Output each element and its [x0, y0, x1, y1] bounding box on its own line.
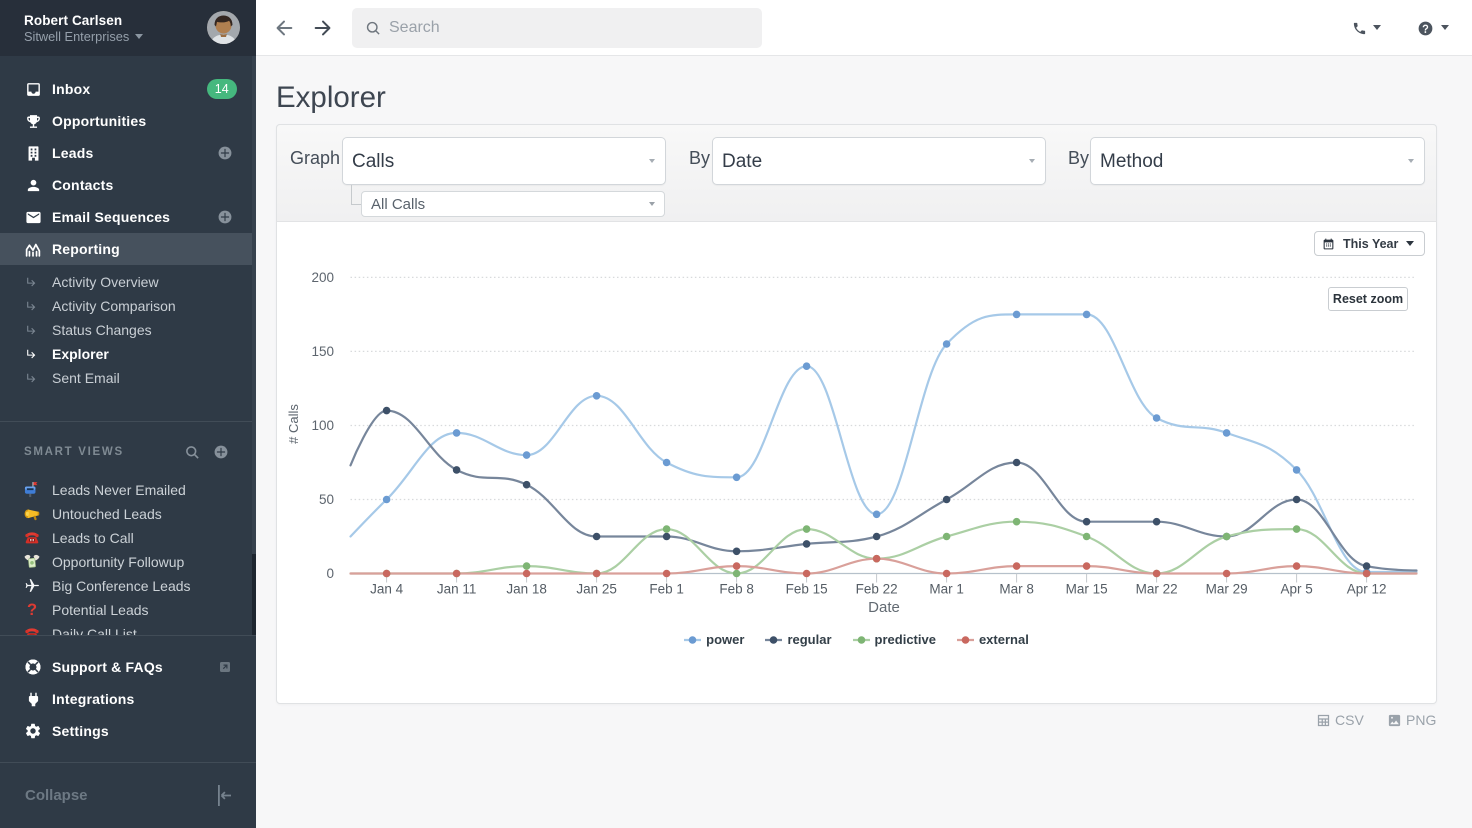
svg-text:Jan 18: Jan 18 [506, 582, 547, 597]
svg-text:50: 50 [319, 492, 334, 507]
svg-text:Apr 5: Apr 5 [1280, 582, 1312, 597]
svg-text:Mar 29: Mar 29 [1206, 582, 1248, 597]
svg-text:Mar 22: Mar 22 [1136, 582, 1178, 597]
svg-text:200: 200 [311, 270, 334, 285]
svg-text:100: 100 [311, 418, 334, 433]
svg-text:# Calls: # Calls [286, 404, 301, 444]
svg-text:Jan 4: Jan 4 [370, 582, 404, 597]
svg-text:0: 0 [326, 566, 334, 581]
svg-text:Jan 11: Jan 11 [437, 582, 477, 597]
svg-text:Mar 1: Mar 1 [929, 582, 964, 597]
svg-text:Feb 1: Feb 1 [649, 582, 684, 597]
svg-text:Feb 8: Feb 8 [719, 582, 754, 597]
svg-text:Mar 8: Mar 8 [999, 582, 1034, 597]
svg-text:Apr 12: Apr 12 [1347, 582, 1387, 597]
svg-text:Feb 22: Feb 22 [856, 582, 898, 597]
svg-text:Feb 15: Feb 15 [786, 582, 828, 597]
svg-text:Jan 25: Jan 25 [576, 582, 617, 597]
svg-text:150: 150 [311, 344, 334, 359]
svg-text:Mar 15: Mar 15 [1066, 582, 1108, 597]
svg-text:Date: Date [868, 599, 900, 616]
